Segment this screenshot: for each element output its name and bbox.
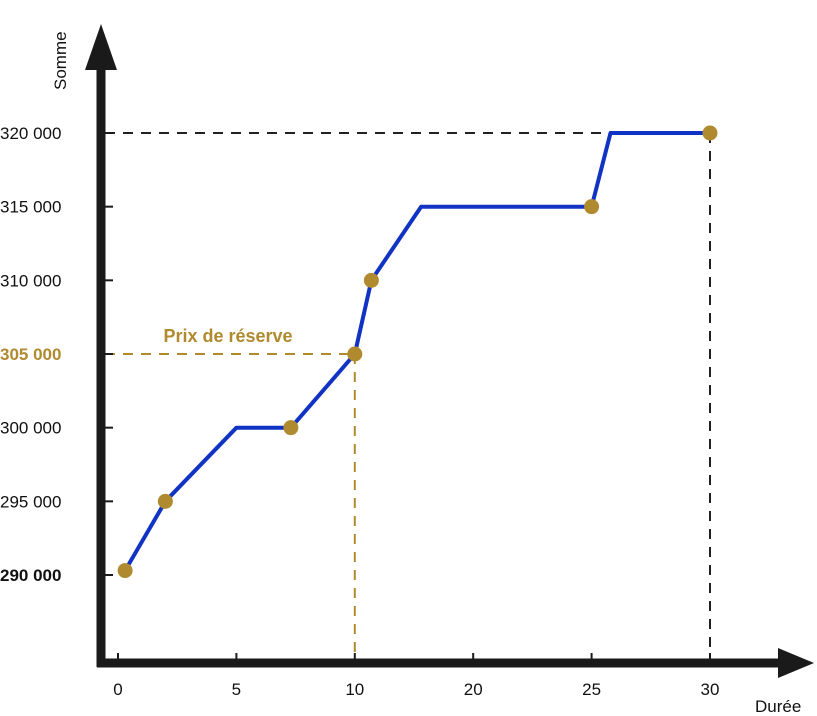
annotations: Prix de réserve (163, 326, 292, 346)
x-tick-label: 0 (113, 680, 122, 699)
x-tick-label: 5 (232, 680, 241, 699)
y-axis-arrowhead (85, 24, 117, 70)
y-tick-label: 290 000 (0, 566, 61, 585)
guide-lines (105, 132, 711, 659)
axes (85, 24, 814, 678)
x-axis-title: Durée (755, 697, 801, 716)
x-tick-label: 25 (582, 680, 601, 699)
data-point (283, 420, 299, 436)
data-markers (117, 125, 718, 579)
series-line (123, 131, 710, 572)
y-axis-title: Somme (51, 31, 70, 90)
data-point (584, 199, 600, 215)
y-tick-label: 320 000 (0, 124, 61, 143)
y-tick-label: 295 000 (0, 492, 61, 511)
x-ticks: 0 5 10 20 25 30 (113, 653, 719, 699)
x-tick-label: 30 (701, 680, 720, 699)
y-tick-label: 305 000 (0, 345, 61, 364)
annotation-label: Prix de réserve (163, 326, 292, 346)
data-point (363, 272, 379, 288)
x-tick-label: 10 (345, 680, 364, 699)
y-tick-label: 300 000 (0, 419, 61, 438)
data-point (117, 563, 133, 579)
y-tick-label: 310 000 (0, 271, 61, 290)
data-point (347, 346, 363, 362)
y-tick-label: 315 000 (0, 198, 61, 217)
x-axis-arrowhead (778, 648, 814, 678)
x-tick-label: 20 (464, 680, 483, 699)
data-point (157, 493, 173, 509)
data-point (702, 125, 718, 141)
y-ticks: 290 000 295 000 300 000 305 000 310 000 315 0… (0, 124, 113, 585)
